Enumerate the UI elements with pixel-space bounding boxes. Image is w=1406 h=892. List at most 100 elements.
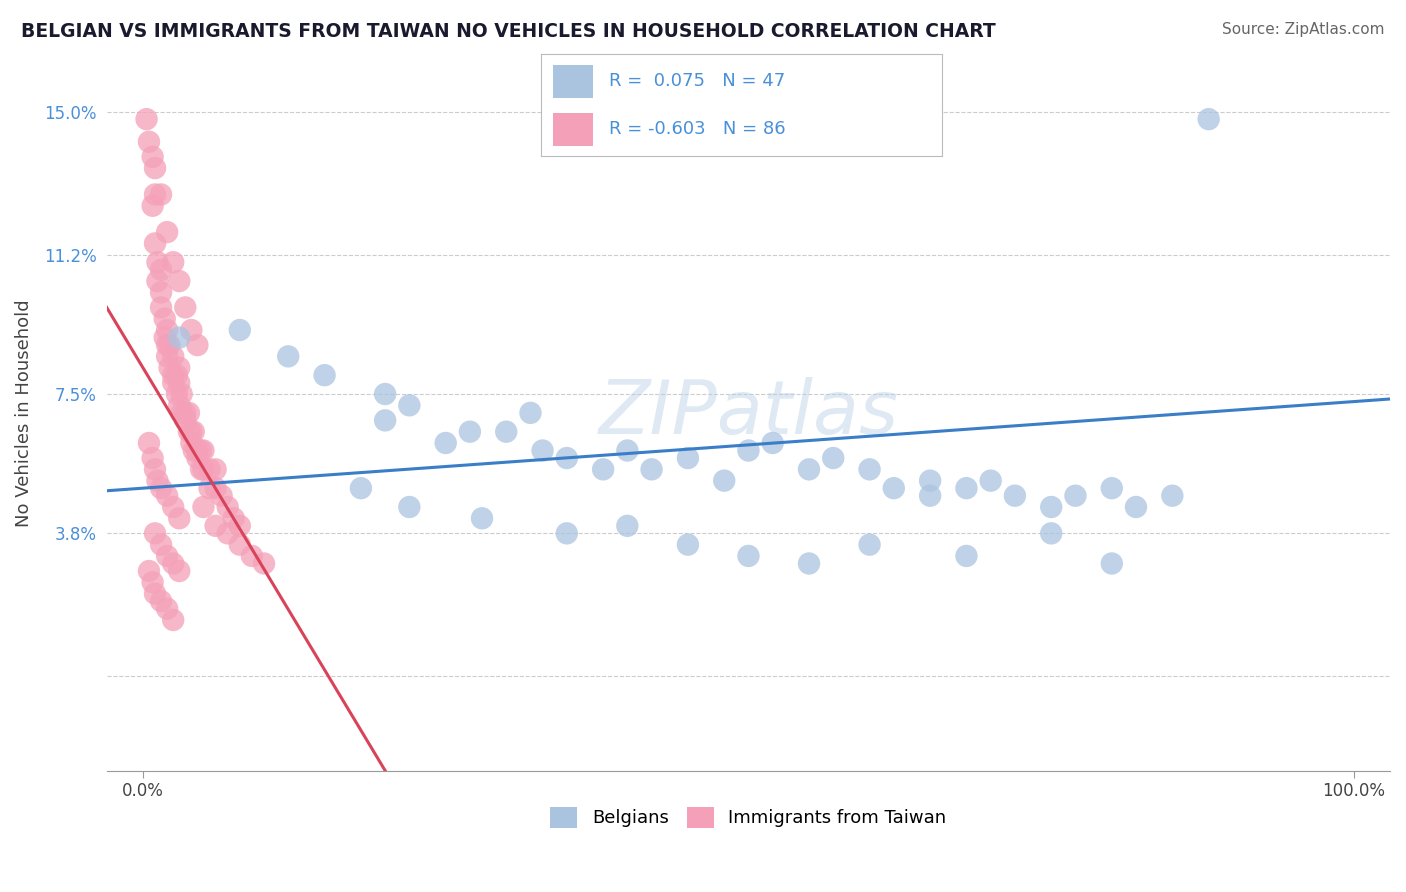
- Point: [153, 330, 176, 344]
- Point: [398, 500, 420, 514]
- Point: [146, 474, 169, 488]
- Point: [797, 557, 820, 571]
- Point: [398, 398, 420, 412]
- Point: [211, 489, 233, 503]
- Point: [146, 274, 169, 288]
- Point: [167, 330, 190, 344]
- Point: [955, 549, 977, 563]
- Point: [458, 425, 481, 439]
- Point: [217, 500, 239, 514]
- Point: [1161, 489, 1184, 503]
- Point: [797, 462, 820, 476]
- Point: [146, 255, 169, 269]
- Point: [737, 443, 759, 458]
- Point: [676, 451, 699, 466]
- Point: [159, 338, 181, 352]
- Point: [142, 150, 165, 164]
- Point: [150, 301, 173, 315]
- Point: [955, 481, 977, 495]
- Point: [177, 406, 200, 420]
- Point: [167, 376, 190, 390]
- Text: R =  0.075   N = 47: R = 0.075 N = 47: [609, 72, 786, 90]
- Point: [640, 462, 662, 476]
- Point: [174, 406, 197, 420]
- Point: [167, 274, 190, 288]
- Point: [555, 526, 578, 541]
- Point: [374, 413, 396, 427]
- Point: [1064, 489, 1087, 503]
- Point: [198, 462, 221, 476]
- Point: [162, 350, 184, 364]
- Point: [186, 451, 208, 466]
- Text: BELGIAN VS IMMIGRANTS FROM TAIWAN NO VEHICLES IN HOUSEHOLD CORRELATION CHART: BELGIAN VS IMMIGRANTS FROM TAIWAN NO VEH…: [21, 22, 995, 41]
- Point: [434, 436, 457, 450]
- Point: [156, 323, 179, 337]
- Point: [174, 413, 197, 427]
- Point: [142, 451, 165, 466]
- Point: [676, 538, 699, 552]
- Point: [143, 187, 166, 202]
- Point: [143, 462, 166, 476]
- Point: [156, 601, 179, 615]
- Point: [162, 500, 184, 514]
- Point: [156, 225, 179, 239]
- Point: [1125, 500, 1147, 514]
- Point: [150, 538, 173, 552]
- Point: [531, 443, 554, 458]
- Point: [156, 350, 179, 364]
- Point: [162, 368, 184, 383]
- Text: R = -0.603   N = 86: R = -0.603 N = 86: [609, 120, 786, 138]
- Point: [555, 451, 578, 466]
- Point: [180, 323, 202, 337]
- Point: [1040, 500, 1063, 514]
- Point: [858, 538, 880, 552]
- Point: [180, 425, 202, 439]
- Point: [1004, 489, 1026, 503]
- Point: [183, 425, 205, 439]
- Point: [166, 368, 188, 383]
- Point: [143, 161, 166, 175]
- Point: [240, 549, 263, 563]
- Point: [138, 564, 160, 578]
- Point: [1101, 481, 1123, 495]
- Point: [150, 187, 173, 202]
- Point: [495, 425, 517, 439]
- Legend: Belgians, Immigrants from Taiwan: Belgians, Immigrants from Taiwan: [543, 799, 953, 835]
- Point: [138, 436, 160, 450]
- Point: [253, 557, 276, 571]
- Point: [167, 564, 190, 578]
- Point: [142, 575, 165, 590]
- Text: Source: ZipAtlas.com: Source: ZipAtlas.com: [1222, 22, 1385, 37]
- Point: [138, 135, 160, 149]
- Point: [592, 462, 614, 476]
- Point: [229, 518, 252, 533]
- Point: [883, 481, 905, 495]
- Point: [920, 474, 942, 488]
- Point: [150, 594, 173, 608]
- Point: [143, 586, 166, 600]
- Point: [156, 549, 179, 563]
- Point: [204, 462, 226, 476]
- Point: [222, 511, 245, 525]
- Point: [823, 451, 845, 466]
- Point: [162, 613, 184, 627]
- Point: [150, 262, 173, 277]
- Point: [737, 549, 759, 563]
- Point: [162, 557, 184, 571]
- Point: [193, 443, 215, 458]
- Point: [162, 255, 184, 269]
- Bar: [554, 65, 593, 97]
- Point: [156, 338, 179, 352]
- Point: [174, 301, 197, 315]
- Point: [858, 462, 880, 476]
- Point: [198, 481, 221, 495]
- Point: [166, 387, 188, 401]
- Point: [177, 425, 200, 439]
- Point: [186, 338, 208, 352]
- Point: [920, 489, 942, 503]
- Point: [142, 199, 165, 213]
- Point: [150, 285, 173, 300]
- Point: [167, 511, 190, 525]
- Point: [159, 360, 181, 375]
- Point: [1198, 112, 1220, 127]
